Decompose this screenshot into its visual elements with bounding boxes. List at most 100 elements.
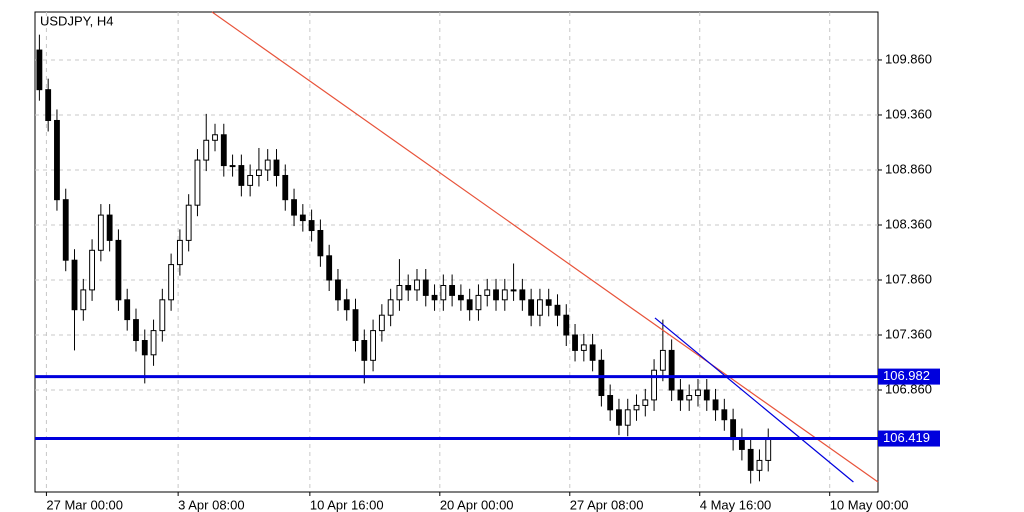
x-tick-label: 10 Apr 16:00	[310, 497, 384, 512]
candle-body	[273, 159, 280, 176]
y-tick-label: 107.860	[885, 271, 932, 286]
candle-body	[765, 439, 772, 461]
candle-body	[168, 264, 175, 301]
candle-body	[264, 159, 271, 171]
candle-body	[89, 249, 95, 291]
y-tick-label: 108.360	[885, 216, 932, 231]
candle-body	[484, 289, 491, 296]
candle-body	[580, 344, 587, 351]
candle-body	[115, 239, 122, 301]
candle-body	[712, 399, 719, 411]
candle-body	[159, 299, 166, 332]
candle-body	[703, 389, 710, 401]
candle-body	[528, 299, 535, 316]
candle-body	[299, 214, 306, 222]
candle-body	[747, 448, 754, 471]
candle-body	[220, 134, 227, 167]
y-tick-label: 107.360	[885, 326, 932, 341]
candle-body	[203, 139, 210, 161]
candle-body	[466, 299, 473, 311]
candle-body	[659, 349, 666, 371]
candle-body	[150, 330, 157, 356]
x-tick-label: 10 May 00:00	[830, 497, 909, 512]
candle-body	[449, 284, 456, 296]
candle-body	[414, 279, 420, 291]
candle-body	[71, 259, 78, 311]
candle-body	[730, 419, 737, 441]
candle-body	[633, 404, 640, 411]
x-tick-label: 20 Apr 00:00	[440, 497, 514, 512]
candle-body	[545, 299, 552, 306]
candle-body	[194, 159, 201, 206]
candle-body	[387, 299, 394, 316]
y-tick-label: 108.860	[885, 161, 932, 176]
candle-body	[537, 299, 543, 316]
candle-body	[396, 284, 403, 301]
candle-body	[36, 49, 43, 91]
candle-body	[326, 255, 333, 281]
x-tick-label: 3 Apr 08:00	[178, 497, 245, 512]
y-tick-label: 106.860	[885, 381, 932, 396]
candle-body	[317, 229, 324, 257]
candle-body	[457, 294, 464, 301]
candle-body	[361, 340, 368, 361]
candle-body	[572, 334, 578, 351]
candle-body	[370, 330, 376, 361]
candle-body	[405, 284, 412, 291]
candle-body	[686, 395, 693, 401]
candle-body	[343, 299, 350, 311]
x-tick-label: 27 Apr 08:00	[570, 497, 644, 512]
candle-body	[141, 340, 148, 356]
price-label-box	[878, 368, 940, 385]
candle-body	[642, 399, 649, 406]
candle-body	[229, 165, 236, 168]
candle-body	[695, 389, 701, 397]
candle-body	[738, 439, 745, 450]
candle-body	[247, 174, 254, 186]
candle-body	[756, 459, 763, 471]
candle-body	[651, 369, 657, 401]
candle-body	[45, 89, 52, 121]
candle-body	[238, 165, 245, 186]
x-tick-label: 27 Mar 00:00	[46, 497, 123, 512]
candle-body	[501, 289, 508, 301]
candle-body	[422, 279, 429, 296]
candle-body	[133, 319, 139, 342]
price-label: 106.419	[883, 430, 930, 445]
candle-body	[510, 289, 517, 292]
candle-body	[212, 134, 218, 141]
y-tick-label: 109.860	[885, 51, 932, 66]
chart-title: USDJPY, H4	[40, 13, 113, 28]
candle-body	[291, 199, 297, 216]
price-label-box	[878, 430, 940, 447]
candle-body	[256, 169, 262, 176]
candle-body	[668, 349, 675, 391]
y-tick-label: 109.360	[885, 106, 932, 121]
candle-body	[176, 239, 183, 266]
candle-body	[475, 294, 482, 311]
trend-line	[654, 317, 854, 483]
candle-body	[185, 204, 192, 241]
candle-body	[106, 214, 113, 241]
price-label: 106.982	[883, 368, 930, 383]
candle-body	[554, 304, 561, 316]
candle-body	[124, 299, 131, 321]
candle-body	[519, 289, 526, 301]
x-tick-label: 4 May 16:00	[700, 497, 772, 512]
candle-body	[352, 309, 359, 342]
candle-body	[677, 389, 684, 401]
candle-body	[493, 289, 499, 301]
candle-body	[80, 289, 87, 311]
candle-body	[335, 279, 341, 301]
candle-body	[721, 409, 728, 421]
candle-body	[624, 409, 631, 426]
trend-line	[211, 11, 879, 483]
candle-body	[589, 344, 596, 361]
candle-body	[378, 314, 385, 332]
candle-body	[431, 294, 438, 301]
candle-body	[62, 199, 69, 261]
candle-body	[54, 119, 60, 201]
candle-body	[440, 284, 447, 301]
candle-body	[282, 174, 289, 201]
